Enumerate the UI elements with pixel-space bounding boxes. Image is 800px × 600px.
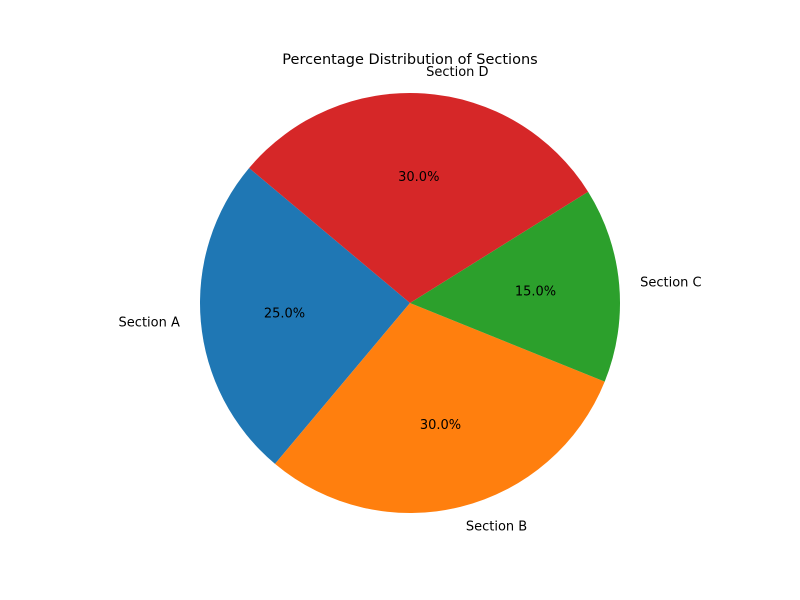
pie-slice-section-c [410, 191, 621, 382]
pie-slice-section-d [249, 93, 589, 304]
slice-percent-section-a: 25.0% [264, 306, 305, 321]
slice-label-section-c: Section C [640, 275, 702, 290]
pie-labels: Section A 25.0% Section B 30.0% Section C 15.… [119, 65, 702, 535]
pie-slice-section-b [275, 303, 605, 513]
slice-percent-section-d: 30.0% [398, 170, 439, 185]
chart-title: Percentage Distribution of Sections [282, 52, 537, 68]
pie-slices [199, 93, 621, 513]
slice-percent-section-b: 30.0% [420, 418, 461, 433]
slice-label-section-b: Section B [466, 520, 527, 535]
slice-label-section-a: Section A [119, 316, 180, 331]
slice-percent-section-c: 15.0% [515, 285, 556, 300]
slice-label-section-d: Section D [426, 65, 488, 80]
pie-slice-section-a [199, 168, 410, 464]
